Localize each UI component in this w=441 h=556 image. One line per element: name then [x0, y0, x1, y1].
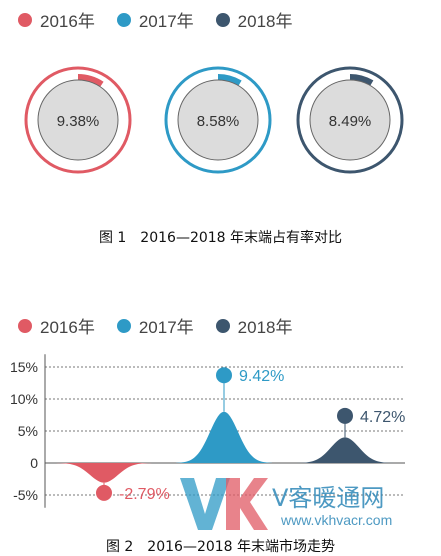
value-label-2018年: 4.72%: [360, 409, 405, 426]
watermark-brand: V客暖通网: [272, 484, 385, 512]
legend2-label-2017: 2017年: [138, 318, 194, 337]
donut-slice-2016年: [78, 74, 104, 87]
y-tick-label: 0: [30, 455, 38, 471]
legend-item-2017: 2017年: [116, 7, 194, 32]
donut-slice-2017年: [218, 74, 242, 86]
donut-center-2017年: [177, 79, 259, 161]
donut-label-2016年: 9.38%: [57, 113, 100, 130]
value-label-2016年: -2.79%: [119, 486, 170, 503]
legend-dot-2016: [18, 12, 32, 27]
donut-center-2016年: [37, 79, 119, 161]
legend2-label-2018: 2018年: [237, 318, 293, 337]
trend-chart: 15% 10% 5% 0 -5% -2.79% 9.42% 4.72%: [10, 354, 405, 508]
donut-ring-2016年: [24, 66, 132, 174]
donut-center-2018年: [309, 79, 391, 161]
legend-label-2016: 2016年: [40, 12, 95, 31]
marker-2018年: [337, 407, 353, 424]
legend-item-2016: 2016年: [18, 7, 95, 32]
value-label-2017年: 9.42%: [239, 368, 284, 385]
legend2-item-2018: 2018年: [215, 313, 293, 338]
area-2016年: [56, 463, 152, 483]
legend2-dot-2018: [215, 318, 230, 333]
legend2-dot-2016: [18, 318, 32, 333]
legend-label-2017: 2017年: [138, 12, 194, 31]
donut-ring-2017年: [164, 66, 272, 174]
legend-label-2018: 2018年: [237, 12, 293, 31]
donut-label-2018年: 8.49%: [329, 113, 372, 130]
legend2-item-2016: 2016年: [18, 313, 95, 338]
area-2017年: [176, 411, 272, 463]
donut-chart: 9.38% 8.58% 8.49%: [24, 66, 404, 174]
legend2-label-2016: 2016年: [40, 318, 95, 337]
area-2018年: [297, 437, 393, 463]
legend-dot-2018: [215, 12, 230, 27]
donut-ring-2018年: [296, 66, 404, 174]
y-tick-label: -5%: [13, 487, 38, 503]
watermark-logo: [178, 474, 268, 539]
watermark-url: www.vkhvacr.com: [281, 512, 393, 528]
legend-bottom: 2016年 2017年 2018年: [18, 313, 314, 338]
legend-dot-2017: [116, 12, 131, 27]
legend-item-2018: 2018年: [215, 7, 293, 32]
legend2-item-2017: 2017年: [116, 313, 194, 338]
figure1-caption: 图 1 2016—2018 年末端占有率对比: [98, 230, 343, 246]
y-tick-label: 5%: [18, 423, 38, 439]
donut-label-2017年: 8.58%: [197, 113, 240, 130]
vk-logo-icon: [180, 478, 268, 530]
legend2-dot-2017: [116, 318, 131, 333]
marker-2017年: [216, 367, 232, 384]
legend-top: 2016年 2017年 2018年: [18, 7, 314, 32]
y-tick-label: 15%: [10, 359, 38, 375]
marker-2016年: [96, 484, 112, 501]
figure2-caption: 图 2 2016—2018 年末端市场走势: [105, 539, 336, 555]
donut-slice-2018年: [350, 74, 374, 86]
y-tick-label: 10%: [10, 391, 38, 407]
